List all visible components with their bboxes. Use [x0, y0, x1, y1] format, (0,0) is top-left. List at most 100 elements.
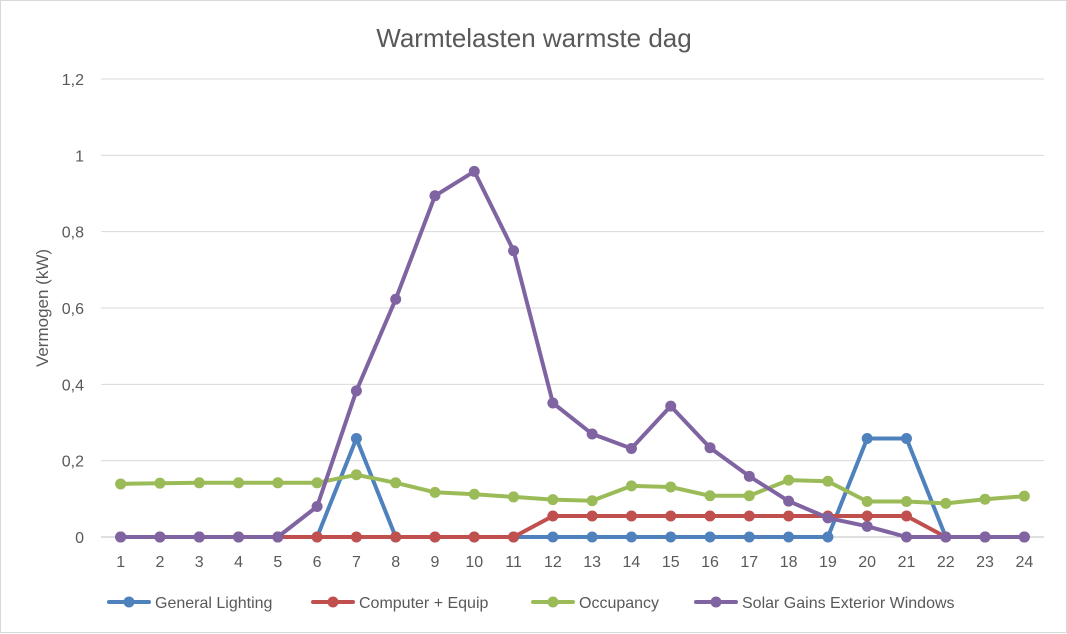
legend-item: General Lighting — [107, 595, 272, 612]
x-tick-label: 15 — [662, 554, 680, 571]
data-point — [665, 531, 677, 543]
data-point — [115, 478, 127, 490]
x-tick-label: 6 — [313, 554, 322, 571]
data-point — [547, 494, 559, 506]
x-tick-label: 19 — [819, 554, 837, 571]
data-point — [743, 470, 755, 482]
data-point — [193, 531, 205, 543]
series-occupancy — [115, 469, 1030, 509]
data-point — [193, 477, 205, 489]
data-point — [861, 496, 873, 508]
data-point — [979, 531, 991, 543]
x-tick-label: 10 — [465, 554, 483, 571]
data-point — [783, 495, 795, 507]
data-point — [429, 531, 441, 543]
legend-marker — [547, 596, 559, 608]
data-point — [468, 488, 480, 500]
data-point — [586, 531, 598, 543]
data-point — [272, 477, 284, 489]
legend-marker — [710, 596, 722, 608]
x-tick-label: 3 — [195, 554, 204, 571]
x-tick-label: 11 — [505, 554, 522, 571]
legend-item: Solar Gains Exterior Windows — [694, 595, 955, 612]
data-point — [743, 531, 755, 543]
data-point — [468, 531, 480, 543]
data-point — [665, 510, 677, 522]
data-point — [900, 433, 912, 445]
x-tick-label: 9 — [431, 554, 440, 571]
data-point — [390, 531, 402, 543]
data-point — [390, 293, 402, 305]
data-point — [547, 397, 559, 409]
data-point — [311, 477, 323, 489]
series-line — [118, 436, 1027, 539]
data-point — [625, 480, 637, 492]
x-tick-label: 20 — [858, 554, 876, 571]
y-axis-label: Vermogen (kW) — [33, 249, 52, 367]
data-point — [508, 491, 520, 503]
x-tick-label: 17 — [740, 554, 758, 571]
data-point — [468, 165, 480, 177]
data-point — [704, 442, 716, 454]
series-solar-gains-exterior-windows — [115, 165, 1030, 543]
x-tick-label: 13 — [583, 554, 601, 571]
data-point — [704, 490, 716, 502]
series-line — [118, 169, 1027, 539]
series-line — [118, 472, 1027, 506]
data-point — [979, 493, 991, 505]
data-point — [625, 531, 637, 543]
data-point — [311, 500, 323, 512]
data-point — [625, 510, 637, 522]
data-point — [665, 481, 677, 493]
legend-label: Solar Gains Exterior Windows — [742, 595, 955, 612]
data-point — [704, 510, 716, 522]
data-point — [822, 512, 834, 524]
data-point — [1018, 490, 1030, 502]
legend-item: Computer + Equip — [311, 595, 489, 612]
data-point — [900, 531, 912, 543]
chart-title: Warmtelasten warmste dag — [376, 23, 691, 53]
data-point — [822, 475, 834, 487]
data-point — [783, 510, 795, 522]
data-point — [508, 531, 520, 543]
data-point — [115, 531, 127, 543]
x-axis-ticks: 1 2 3 4 5 6 7 8 9 10 11 12 13 14 15 16 17 18 19 20 21 22 23 24 — [116, 554, 1033, 571]
x-tick-label: 24 — [1015, 554, 1033, 571]
data-point — [233, 477, 245, 489]
data-point — [586, 428, 598, 440]
x-tick-label: 14 — [623, 554, 641, 571]
data-point — [350, 531, 362, 543]
data-point — [154, 531, 166, 543]
data-point — [154, 477, 166, 489]
y-axis-ticks: 0 0,2 0,4 0,6 0,8 1 1,2 — [62, 72, 84, 547]
data-point — [272, 531, 284, 543]
data-point — [861, 510, 873, 522]
x-tick-label: 1 — [116, 554, 125, 571]
data-point — [900, 510, 912, 522]
gridlines — [101, 78, 1044, 538]
data-point — [429, 190, 441, 202]
data-point — [704, 531, 716, 543]
y-tick-label: 0,2 — [62, 454, 84, 471]
legend-item: Occupancy — [531, 595, 659, 612]
data-point — [586, 510, 598, 522]
data-point — [586, 495, 598, 507]
data-point — [940, 497, 952, 509]
data-point — [822, 531, 834, 543]
data-point — [940, 531, 952, 543]
legend-marker — [327, 596, 339, 608]
legend-marker — [123, 596, 135, 608]
data-point — [783, 474, 795, 486]
series-general-lighting — [115, 433, 1030, 543]
x-tick-label: 5 — [273, 554, 282, 571]
y-tick-label: 0 — [75, 530, 84, 547]
data-point — [233, 531, 245, 543]
data-point — [390, 477, 402, 489]
x-tick-label: 7 — [352, 554, 361, 571]
legend-label: Occupancy — [579, 595, 659, 612]
data-point — [311, 531, 323, 543]
y-tick-label: 1,2 — [62, 72, 84, 89]
x-tick-label: 12 — [544, 554, 562, 571]
y-tick-label: 0,4 — [62, 377, 84, 394]
data-point — [625, 442, 637, 454]
